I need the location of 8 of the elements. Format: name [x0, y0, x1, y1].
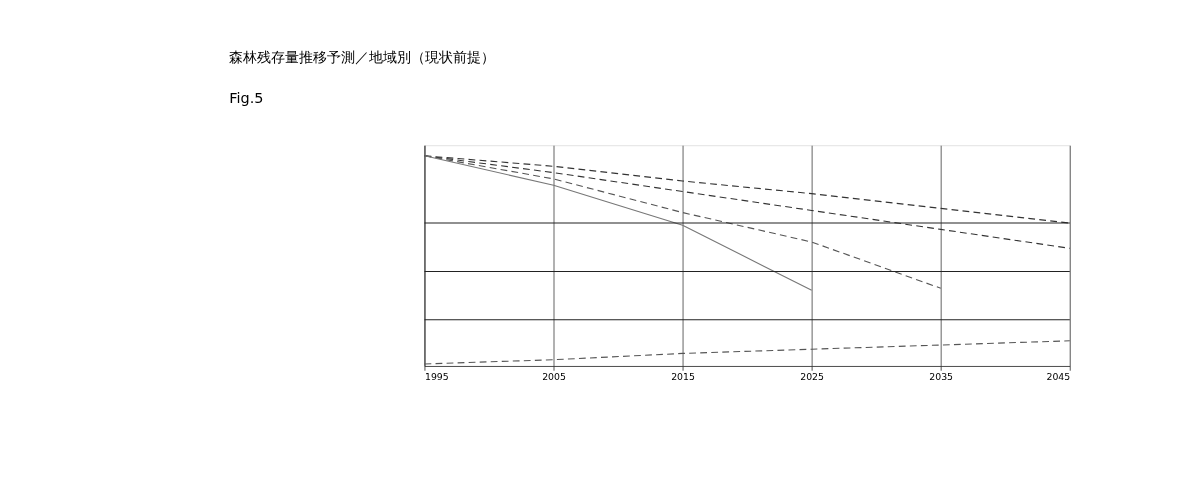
x-tick-label: 2045	[1046, 371, 1071, 383]
x-tick-label: 2025	[800, 371, 825, 383]
x-tick-label: 2005	[542, 371, 566, 383]
x-tick-label: 2015	[671, 371, 695, 383]
chart-title: 森林残存量推移予測／地域別（現状前提）	[229, 49, 496, 66]
x-tick-label: 1995	[424, 371, 449, 383]
x-tick-label: 2035	[929, 371, 954, 383]
caption: Fig.5	[229, 89, 264, 106]
